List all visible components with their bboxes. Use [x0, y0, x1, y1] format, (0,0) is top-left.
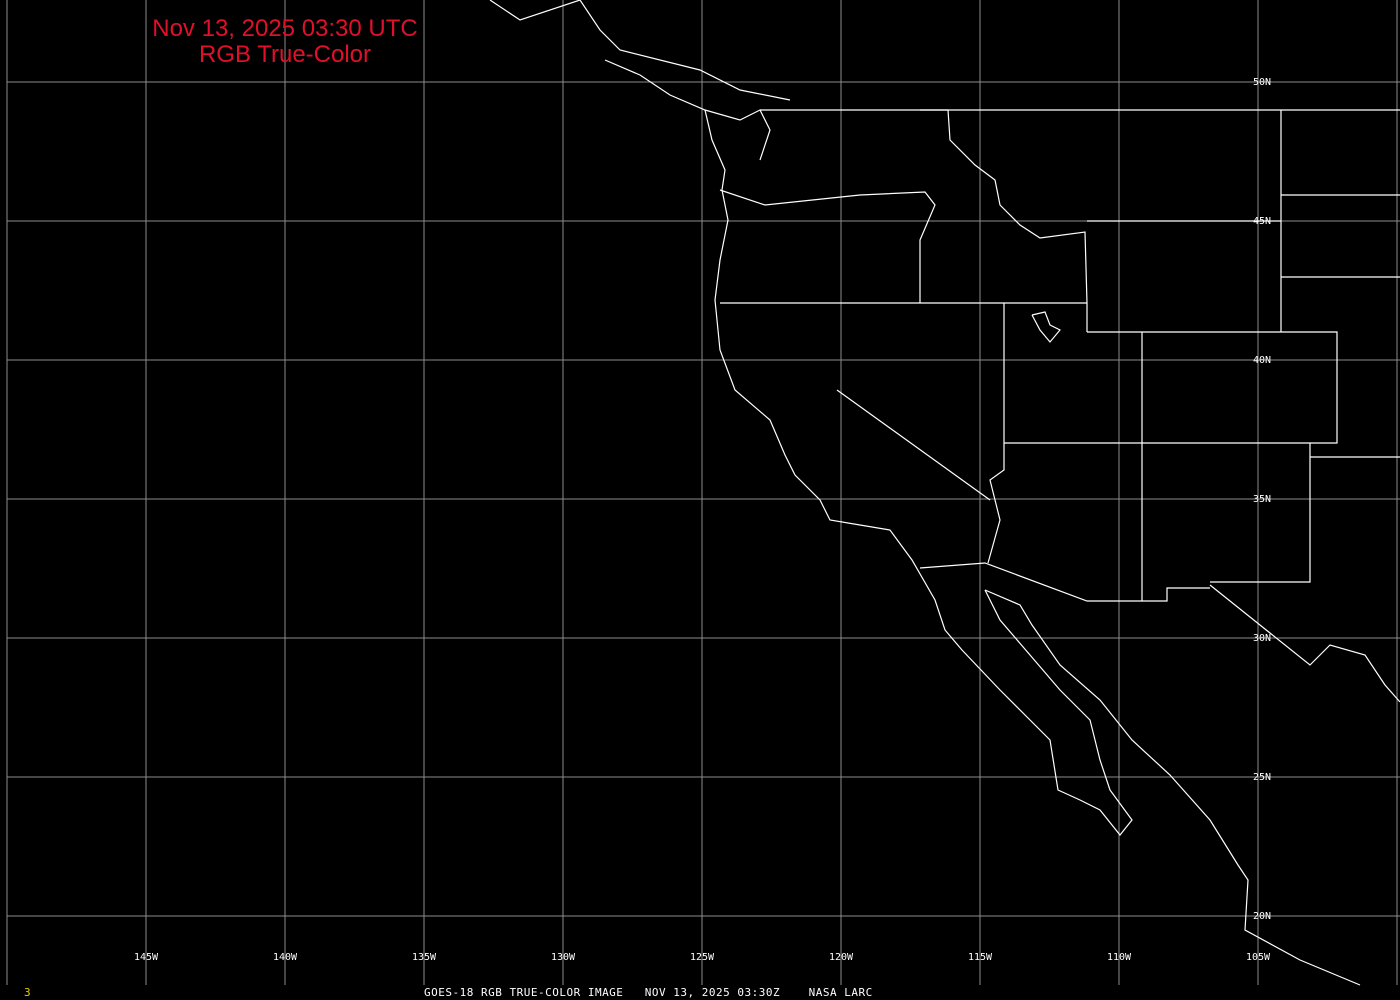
- longitude-label: 120W: [829, 952, 854, 963]
- longitude-label: 130W: [551, 952, 576, 963]
- footer-caption: GOES-18 RGB TRUE-COLOR IMAGE NOV 13, 202…: [424, 986, 873, 999]
- latitude-label: 25N: [1253, 772, 1271, 783]
- map-title-product: RGB True-Color: [198, 41, 372, 68]
- latitude-label: 20N: [1253, 911, 1271, 922]
- longitude-label: 135W: [412, 952, 437, 963]
- frame-number: 3: [24, 986, 32, 999]
- lat-lon-grid: 145W 140W 135W 130W 125W 120W 115W 110W 105W 50N 4…: [6, 0, 1400, 985]
- latitude-label: 40N: [1253, 355, 1271, 366]
- latitude-label: 50N: [1253, 77, 1271, 88]
- latitude-label: 30N: [1253, 633, 1271, 644]
- map-title-datetime: Nov 13, 2025 03:30 UTC: [152, 15, 418, 42]
- mexico-mainland-coastline: [984, 589, 1361, 986]
- bc-coast: [489, 0, 791, 101]
- west-coastline: [704, 109, 1133, 836]
- california-nevada-diagonal: [836, 389, 991, 501]
- longitude-label: 125W: [690, 952, 715, 963]
- longitude-label: 115W: [968, 952, 993, 963]
- latitude-label: 35N: [1253, 494, 1271, 505]
- new-mexico: [1210, 443, 1311, 583]
- sonora-coastline: [1209, 584, 1400, 703]
- longitude-label: 140W: [273, 952, 298, 963]
- coastline-state-boundaries: [489, 0, 1400, 986]
- us-mexico-border: [919, 562, 1210, 602]
- longitude-label: 145W: [134, 952, 159, 963]
- nevada-east-border: [987, 303, 1005, 564]
- washington-oregon-border: [719, 189, 936, 303]
- longitude-label: 110W: [1107, 952, 1132, 963]
- great-salt-lake: [1031, 311, 1061, 343]
- puget-sound-coast: [604, 59, 771, 161]
- longitude-label: 105W: [1246, 952, 1271, 963]
- idaho-border: [920, 109, 1088, 332]
- utah-colorado: [1004, 331, 1338, 444]
